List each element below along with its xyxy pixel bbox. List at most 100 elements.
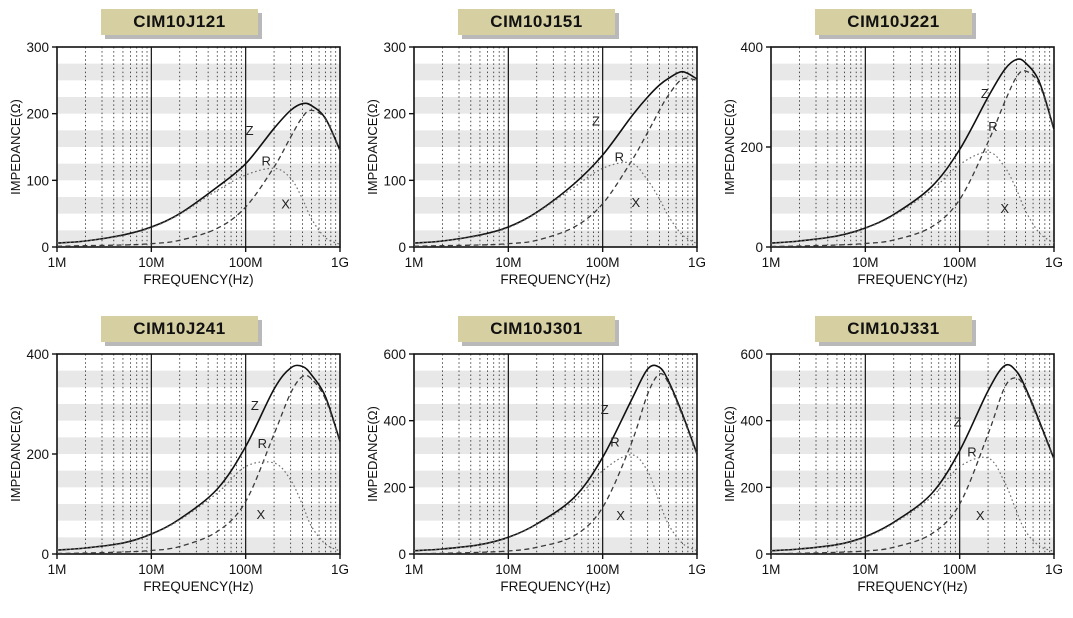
x-axis-ticks: 1M 10M 100M 1G <box>762 554 1063 577</box>
y-tick-label: 200 <box>383 480 406 495</box>
x-tick-label: 10M <box>852 255 878 270</box>
x-curve <box>413 454 698 552</box>
y-tick-label: 100 <box>383 173 406 188</box>
y-tick-label: 300 <box>383 40 406 55</box>
y-tick-label: 200 <box>26 107 49 122</box>
x-tick-label: 100M <box>229 255 263 270</box>
curve-label-Z: Z <box>251 398 259 413</box>
curve-label-R: R <box>615 150 624 165</box>
y-axis-ticks: 0 100 200 300 <box>383 40 414 255</box>
y-axis-ticks: 0 200 400 600 <box>383 347 414 562</box>
y-tick-label: 400 <box>383 414 406 429</box>
y-axis-label: IMPEDANCE(Ω) <box>365 99 380 195</box>
x-tick-label: 100M <box>586 562 620 577</box>
x-tick-label: 1M <box>48 255 67 270</box>
impedance-chart-svg: Z R X 0 100 200 300 1M 10M 100M 1G FREQUENCY(Hz) IMP… <box>365 40 706 287</box>
curve-label-X: X <box>632 195 641 210</box>
z-curve <box>770 363 1055 552</box>
curve-label-Z: Z <box>954 415 962 430</box>
y-axis-ticks: 0 100 200 300 <box>26 40 57 255</box>
y-tick-label: 400 <box>740 40 763 55</box>
horizontal-bands <box>414 370 697 554</box>
x-tick-label: 1G <box>1045 255 1063 270</box>
curve-label-Z: Z <box>592 114 600 129</box>
gridlines <box>84 354 337 554</box>
y-tick-label: 300 <box>26 40 49 55</box>
y-axis-ticks: 0 200 400 <box>740 40 771 255</box>
x-axis-ticks: 1M 10M 100M 1G <box>48 247 349 270</box>
curve-label-X: X <box>1000 201 1009 216</box>
y-axis-ticks: 0 200 400 <box>26 347 57 562</box>
chart-panel-CIM10J121: CIM10J121 Z R X 0 100 200 300 1M 10M 100M 1G FREQUEN… <box>6 2 353 309</box>
x-axis-label: FREQUENCY(Hz) <box>500 272 610 287</box>
x-axis-label: FREQUENCY(Hz) <box>143 579 253 594</box>
x-curve <box>770 151 1055 244</box>
x-tick-label: 10M <box>495 562 521 577</box>
chart-title: CIM10J241 <box>101 316 258 342</box>
y-tick-label: 400 <box>26 347 49 362</box>
chart-panel-CIM10J241: CIM10J241 Z R X 0 200 400 1M 10M 100M 1G FREQUENCY(… <box>6 309 353 616</box>
x-axis-ticks: 1M 10M 100M 1G <box>762 247 1063 270</box>
y-axis-label: IMPEDANCE(Ω) <box>8 99 23 195</box>
chart-panel-CIM10J221: CIM10J221 Z R X 0 200 400 1M 10M 100M 1G FREQUENCY(… <box>720 2 1067 309</box>
y-tick-label: 400 <box>740 414 763 429</box>
y-axis-label: IMPEDANCE(Ω) <box>8 406 23 502</box>
x-tick-label: 1G <box>331 255 349 270</box>
horizontal-bands <box>771 63 1054 247</box>
x-tick-label: 1M <box>405 255 424 270</box>
y-tick-label: 100 <box>26 173 49 188</box>
z-curve <box>56 102 341 244</box>
horizontal-bands <box>414 63 697 247</box>
chart-panel-CIM10J331: CIM10J331 Z R X 0 200 400 600 1M 10M 100M 1G FREQUEN… <box>720 309 1067 616</box>
z-curve <box>56 364 341 551</box>
chart-panel-CIM10J151: CIM10J151 Z R X 0 100 200 300 1M 10M 100M 1G FREQUEN… <box>363 2 710 309</box>
y-tick-label: 0 <box>755 240 763 255</box>
plot-frame <box>770 353 1055 555</box>
curve-label-X: X <box>976 508 985 523</box>
z-curve <box>770 58 1055 244</box>
x-tick-label: 100M <box>586 255 620 270</box>
horizontal-bands <box>57 63 340 247</box>
chart-panel-CIM10J301: CIM10J301 Z R X 0 200 400 600 1M 10M 100M 1G FREQUEN… <box>363 309 710 616</box>
gridlines <box>798 354 1051 554</box>
y-tick-label: 600 <box>383 347 406 362</box>
x-tick-label: 1M <box>762 255 781 270</box>
curve-label-R: R <box>610 435 619 450</box>
curve-label-R: R <box>967 445 976 460</box>
y-axis-label: IMPEDANCE(Ω) <box>365 406 380 502</box>
impedance-chart-svg: Z R X 0 200 400 1M 10M 100M 1G FREQUENCY(Hz) IMPEDA… <box>722 40 1063 287</box>
chart-title: CIM10J221 <box>815 9 972 35</box>
x-tick-label: 1G <box>331 562 349 577</box>
y-tick-label: 0 <box>41 547 49 562</box>
x-tick-label: 10M <box>138 562 164 577</box>
z-curve <box>413 364 698 552</box>
curve-label-R: R <box>261 154 270 169</box>
curve-label-R: R <box>988 119 997 134</box>
y-tick-label: 0 <box>41 240 49 255</box>
r-curve <box>56 109 341 247</box>
y-tick-label: 200 <box>26 447 49 462</box>
y-axis-label: IMPEDANCE(Ω) <box>722 99 737 195</box>
gridlines <box>441 354 694 554</box>
horizontal-bands <box>57 370 340 554</box>
x-tick-label: 10M <box>495 255 521 270</box>
chart-title: CIM10J301 <box>458 316 615 342</box>
r-curve <box>56 374 341 555</box>
chart-title: CIM10J331 <box>815 316 972 342</box>
y-tick-label: 0 <box>398 547 406 562</box>
impedance-chart-svg: Z R X 0 100 200 300 1M 10M 100M 1G FREQUENCY(Hz) IMP… <box>8 40 349 287</box>
y-tick-label: 0 <box>398 240 406 255</box>
x-tick-label: 100M <box>943 255 977 270</box>
x-tick-label: 1M <box>762 562 781 577</box>
x-axis-ticks: 1M 10M 100M 1G <box>48 554 349 577</box>
r-curve <box>770 377 1055 555</box>
x-curve <box>56 167 341 245</box>
curve-label-X: X <box>257 507 266 522</box>
y-axis-ticks: 0 200 400 600 <box>740 347 771 562</box>
curve-label-X: X <box>281 196 290 211</box>
x-curve <box>770 456 1055 552</box>
y-tick-label: 200 <box>740 480 763 495</box>
